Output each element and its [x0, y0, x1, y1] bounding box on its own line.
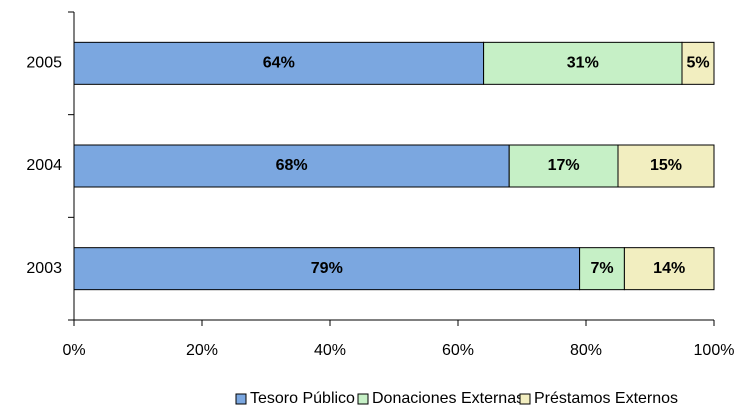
bar-segment [483, 41, 683, 85]
y-tick-label: 2003 [26, 260, 62, 277]
bar-segment [73, 144, 510, 188]
value-label: 15% [650, 157, 682, 174]
value-label: 5% [686, 55, 709, 72]
x-tick-label: 80% [570, 342, 602, 359]
value-label: 31% [567, 55, 599, 72]
bar-segment [623, 247, 715, 291]
value-label: 64% [263, 55, 295, 72]
value-label: 68% [276, 157, 308, 174]
x-tick-label: 40% [314, 342, 346, 359]
x-tick-label: 0% [62, 342, 85, 359]
legend-swatch [235, 393, 247, 405]
value-label: 79% [311, 260, 343, 277]
legend-label: Donaciones Externas [372, 390, 524, 407]
value-label: 7% [590, 260, 613, 277]
legend-swatch [357, 393, 369, 405]
bar-segment [681, 41, 715, 85]
bar-segment [73, 41, 485, 85]
bar-segment [508, 144, 619, 188]
value-label: 17% [548, 157, 580, 174]
legend-label: Tesoro Público [250, 390, 355, 407]
bar-segment [73, 247, 581, 291]
bar-segment [617, 144, 715, 188]
legend-label: Préstamos Externos [534, 390, 678, 407]
x-tick-label: 60% [442, 342, 474, 359]
x-tick-label: 100% [694, 342, 735, 359]
x-tick-label: 20% [186, 342, 218, 359]
legend-swatch [519, 393, 531, 405]
y-tick-label: 2005 [26, 55, 62, 72]
y-tick-label: 2004 [26, 157, 62, 174]
value-label: 14% [653, 260, 685, 277]
